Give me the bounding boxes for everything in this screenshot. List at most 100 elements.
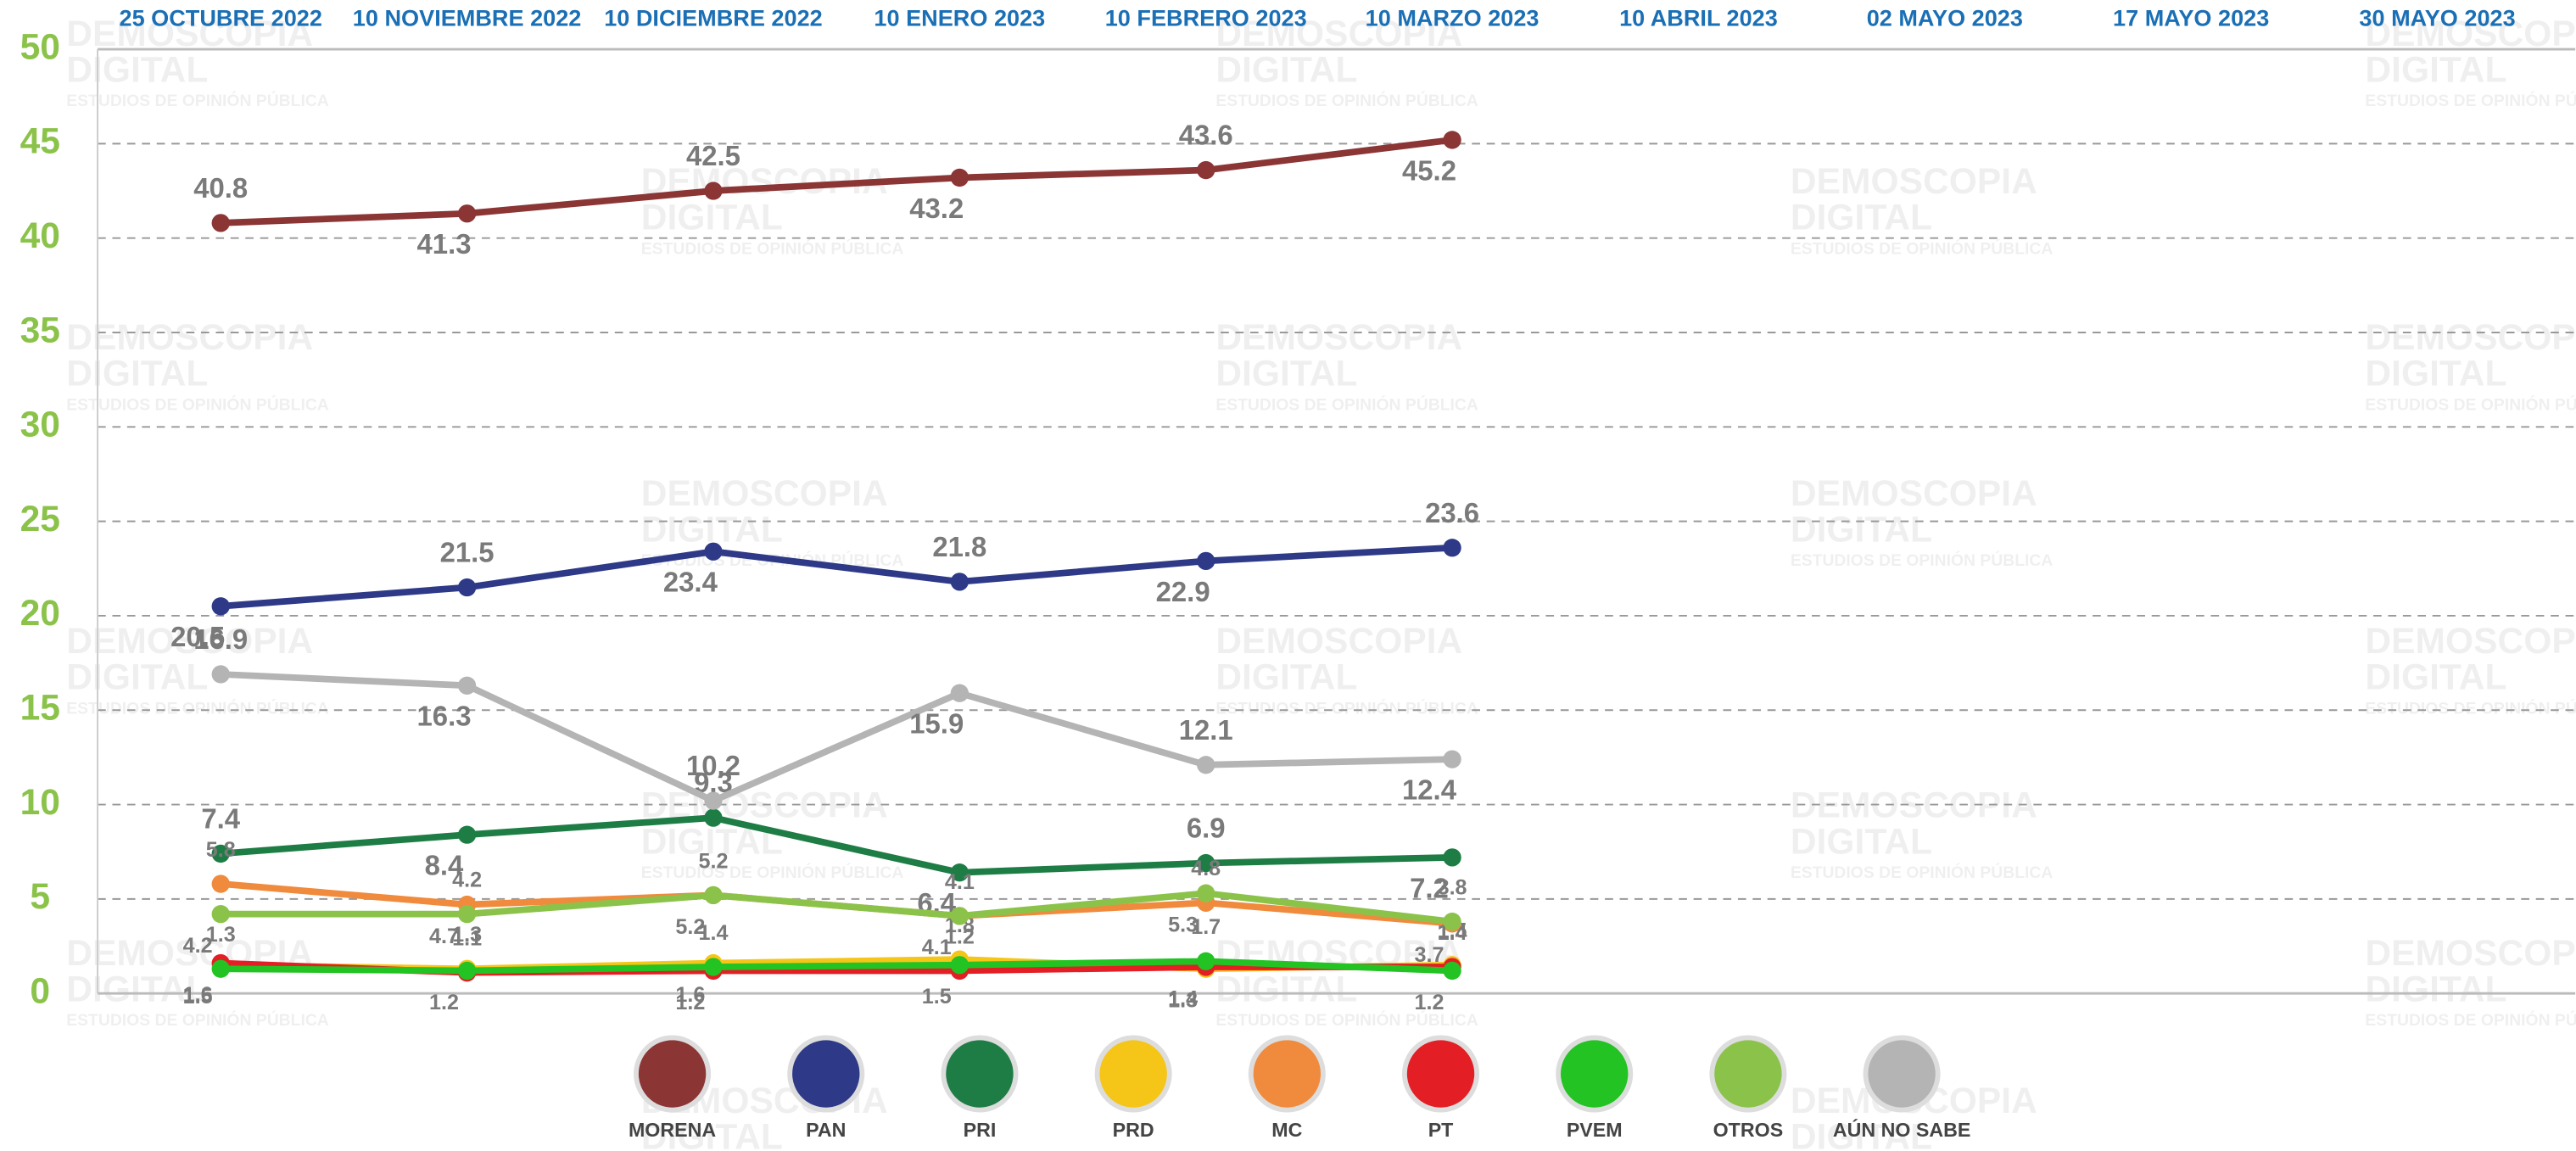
legend-swatch — [1248, 1035, 1326, 1113]
watermark: DEMOSCOPIA — [66, 14, 313, 54]
watermark: ESTUDIOS DE OPINIÓN PÚBLICA — [1215, 697, 1478, 718]
data-point — [1197, 853, 1215, 873]
data-point — [704, 791, 723, 810]
data-point — [211, 214, 230, 232]
data-label: 5.2 — [675, 915, 705, 939]
data-label: 7.4 — [201, 802, 240, 834]
legend-label: AÚN NO SABE — [1833, 1118, 1971, 1141]
legend-label: OTROS — [1713, 1119, 1784, 1141]
data-label: 1.5 — [922, 985, 952, 1009]
y-tick-label: 5 — [30, 876, 50, 917]
data-point — [457, 578, 477, 597]
legend-swatch — [1863, 1035, 1941, 1113]
data-label: 1.6 — [183, 983, 213, 1007]
watermark: ESTUDIOS DE OPINIÓN PÚBLICA — [2365, 90, 2576, 110]
watermark: ESTUDIOS DE OPINIÓN PÚBLICA — [66, 1009, 329, 1030]
data-label: 4.2 — [452, 869, 482, 892]
y-tick-label: 0 — [30, 970, 50, 1011]
legend-label: MORENA — [629, 1119, 716, 1141]
data-label: 15.9 — [909, 708, 964, 740]
watermark: DIGITAL — [641, 1117, 783, 1151]
watermark: DIGITAL — [1215, 969, 1357, 1009]
data-point — [950, 863, 969, 882]
data-point — [211, 597, 230, 616]
data-point — [457, 825, 477, 844]
watermark: DEMOSCOPIA — [1215, 14, 1462, 54]
watermark: DIGITAL — [2365, 657, 2506, 698]
watermark: ESTUDIOS DE OPINIÓN PÚBLICA — [1791, 862, 2054, 882]
series-line — [221, 890, 1453, 925]
data-label: 1.2 — [429, 991, 459, 1014]
legend-label: MC — [1271, 1119, 1302, 1141]
data-label: 4.1 — [922, 936, 952, 959]
data-point — [1197, 551, 1215, 571]
data-label: 42.5 — [686, 140, 740, 171]
y-tick-label: 30 — [20, 405, 60, 445]
watermark: DIGITAL — [1791, 821, 1932, 862]
y-tick-label: 35 — [20, 310, 60, 350]
data-point — [1197, 952, 1215, 970]
data-label: 1.2 — [945, 925, 975, 948]
data-label: 12.1 — [1179, 714, 1233, 746]
data-label: 23.6 — [1425, 497, 1479, 528]
data-label: 4.7 — [429, 925, 459, 948]
data-point — [704, 542, 723, 561]
watermark: DIGITAL — [66, 354, 208, 394]
data-point — [950, 573, 969, 591]
data-label: 5.3 — [1168, 914, 1198, 937]
data-point — [1443, 750, 1461, 768]
watermark: DIGITAL — [66, 969, 208, 1009]
data-label: 20.5 — [170, 621, 225, 652]
data-label: 21.5 — [440, 537, 495, 568]
watermark: ESTUDIOS DE OPINIÓN PÚBLICA — [2365, 394, 2576, 414]
watermark: ESTUDIOS DE OPINIÓN PÚBLICA — [1215, 90, 1478, 110]
watermark: DEMOSCOPIA — [1215, 621, 1462, 662]
y-tick-label: 20 — [20, 593, 60, 634]
x-tick-label: 17 MAYO 2023 — [2113, 4, 2269, 31]
watermark: DEMOSCOPIA — [2365, 621, 2576, 662]
data-point — [457, 961, 477, 981]
watermark: DIGITAL — [2365, 969, 2506, 1009]
y-tick-label: 15 — [20, 687, 60, 728]
series-line — [220, 544, 1453, 610]
watermark: ESTUDIOS DE OPINIÓN PÚBLICA — [2365, 1009, 2576, 1030]
x-tick-label: 10 FEBRERO 2023 — [1105, 4, 1307, 31]
x-tick-label: 10 DICIEMBRE 2022 — [604, 4, 823, 31]
watermark: DEMOSCOPIA — [2365, 317, 2576, 358]
watermark: DEMOSCOPIA — [1791, 785, 2037, 826]
watermark: ESTUDIOS DE OPINIÓN PÚBLICA — [66, 697, 329, 718]
legend-swatch — [634, 1035, 712, 1113]
data-point — [1197, 160, 1215, 180]
legend-swatch — [1556, 1035, 1634, 1113]
x-tick-label: 30 MAYO 2023 — [2359, 4, 2515, 31]
data-point — [950, 168, 969, 187]
data-label: 1.5 — [183, 985, 213, 1009]
legend-label: PRD — [1113, 1119, 1154, 1141]
legend-swatch — [787, 1035, 865, 1113]
data-label: 1.4 — [698, 921, 728, 945]
data-label: 22.9 — [1156, 576, 1210, 607]
data-label: 21.8 — [932, 531, 986, 562]
watermark: ESTUDIOS DE OPINIÓN PÚBLICA — [2365, 697, 2576, 718]
data-point — [1443, 539, 1461, 557]
data-label: 3.8 — [1438, 875, 1467, 899]
data-label: 7.2 — [1410, 872, 1449, 903]
watermark: DEMOSCOPIA — [2365, 14, 2576, 54]
data-label: 1.3 — [206, 923, 236, 947]
data-point — [1443, 961, 1461, 981]
data-label: 6.9 — [1187, 813, 1226, 844]
legend-swatch — [1094, 1035, 1172, 1113]
watermark: DIGITAL — [2365, 354, 2506, 394]
legend-label: PVEM — [1567, 1119, 1623, 1141]
x-tick-label: 10 NOVIEMBRE 2022 — [353, 4, 582, 31]
watermark: ESTUDIOS DE OPINIÓN PÚBLICA — [1215, 1009, 1478, 1030]
data-label: 5.8 — [206, 838, 236, 862]
watermark: DIGITAL — [1215, 657, 1357, 698]
data-label: 1.3 — [452, 923, 482, 947]
legend-swatch — [1402, 1035, 1480, 1113]
data-point — [950, 684, 969, 702]
y-tick-label: 45 — [20, 121, 60, 162]
watermark: DEMOSCOPIA — [66, 317, 313, 358]
